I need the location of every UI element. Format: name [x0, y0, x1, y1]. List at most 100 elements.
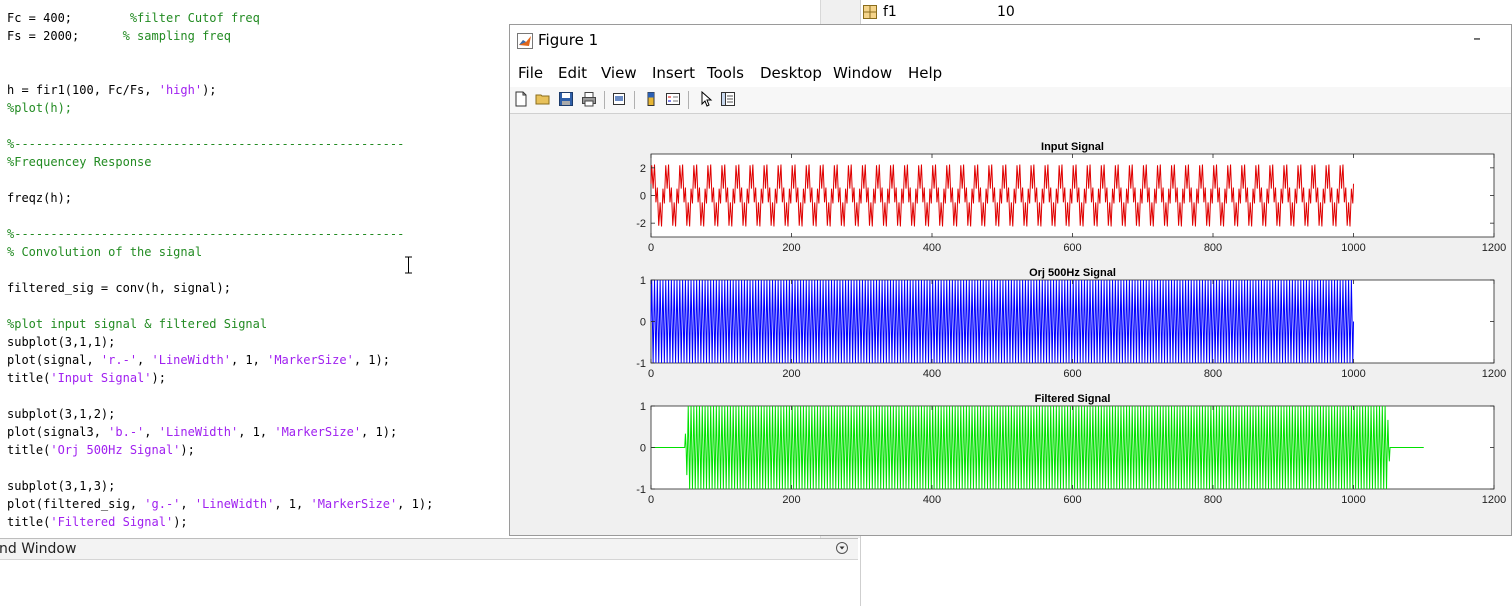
- code-line[interactable]: title('Orj 500Hz Signal');: [7, 441, 433, 459]
- code-token: title(: [7, 371, 51, 385]
- code-token: , 1);: [361, 425, 398, 439]
- matlab-logo-icon: [517, 33, 533, 49]
- figure-title: Figure 1: [538, 31, 599, 49]
- x-tick-label: 1000: [1341, 242, 1365, 254]
- code-token: 'Orj 500Hz Signal': [50, 443, 181, 457]
- x-tick-label: 1200: [1482, 242, 1506, 254]
- code-token: 'LineWidth': [158, 425, 239, 439]
- open-folder-icon[interactable]: [535, 91, 551, 107]
- code-line[interactable]: filtered_sig = conv(h, signal);: [7, 279, 433, 297]
- code-token: %Frequencey Response: [7, 155, 152, 169]
- code-token: title(: [7, 443, 51, 457]
- code-line[interactable]: subplot(3,1,1);: [7, 333, 433, 351]
- y-tick-label: 0: [640, 191, 646, 203]
- code-token: 'b.-': [108, 425, 145, 439]
- code-line[interactable]: Fs = 2000; % sampling freq: [7, 27, 433, 45]
- x-tick-label: 200: [782, 242, 800, 254]
- code-token: 'LineWidth': [194, 497, 275, 511]
- code-line[interactable]: plot(filtered_sig, 'g.-', 'LineWidth', 1…: [7, 495, 433, 513]
- code-token: Fs = 2000;: [7, 29, 123, 43]
- code-token: Fc = 400;: [7, 11, 130, 25]
- code-line[interactable]: [7, 459, 433, 477]
- code-token: h = fir1(100, Fc/Fs,: [7, 83, 159, 97]
- code-line[interactable]: plot(signal, 'r.-', 'LineWidth', 1, 'Mar…: [7, 351, 433, 369]
- code-line[interactable]: h = fir1(100, Fc/Fs, 'high');: [7, 81, 433, 99]
- menu-edit[interactable]: Edit: [558, 64, 588, 82]
- x-tick-label: 1000: [1341, 368, 1365, 380]
- menu-insert[interactable]: Insert: [652, 64, 696, 82]
- code-line[interactable]: [7, 63, 433, 81]
- code-line[interactable]: [7, 45, 433, 63]
- command-window[interactable]: nd Window: [0, 538, 858, 607]
- code-line[interactable]: %---------------------------------------…: [7, 135, 433, 153]
- variable-grid-icon: [863, 5, 877, 19]
- menu-tools[interactable]: Tools: [707, 64, 744, 82]
- y-tick-label: 0: [640, 443, 646, 455]
- menu-desktop[interactable]: Desktop: [760, 64, 822, 82]
- x-tick-label: 400: [923, 494, 941, 506]
- code-token: %---------------------------------------…: [7, 137, 405, 151]
- code-token: ,: [137, 353, 152, 367]
- x-tick-label: 1200: [1482, 368, 1506, 380]
- code-line[interactable]: [7, 117, 433, 135]
- code-line[interactable]: freqz(h);: [7, 189, 433, 207]
- subplot-title: Orj 500Hz Signal: [1029, 267, 1116, 279]
- menu-view[interactable]: View: [601, 64, 637, 82]
- text-cursor-icon: [405, 256, 412, 274]
- x-tick-label: 0: [648, 368, 654, 380]
- code-token: 'MarkerSize': [310, 497, 398, 511]
- code-line[interactable]: %---------------------------------------…: [7, 225, 433, 243]
- save-icon[interactable]: [558, 91, 574, 107]
- minimize-button[interactable]: –: [1473, 29, 1481, 47]
- menu-file[interactable]: File: [518, 64, 544, 82]
- x-tick-label: 600: [1063, 242, 1081, 254]
- variable-value: 10: [997, 4, 1015, 20]
- code-line[interactable]: %plot(h);: [7, 99, 433, 117]
- pointer-icon[interactable]: [698, 91, 714, 107]
- colorbar-icon[interactable]: [643, 91, 659, 107]
- code-line[interactable]: title('Input Signal');: [7, 369, 433, 387]
- menu-help[interactable]: Help: [908, 64, 943, 82]
- print-icon[interactable]: [581, 91, 597, 107]
- code-token: %plot input signal & filtered Signal: [7, 317, 268, 331]
- code-line[interactable]: [7, 171, 433, 189]
- print-preview-icon[interactable]: [611, 91, 627, 107]
- code-line[interactable]: %plot input signal & filtered Signal: [7, 315, 433, 333]
- code-line[interactable]: [7, 297, 433, 315]
- signal-series-line: [650, 164, 1354, 227]
- code-token: );: [202, 83, 217, 97]
- menu-window[interactable]: Window: [833, 64, 893, 82]
- toolbar-separator: [634, 91, 635, 109]
- code-token: plot(signal,: [7, 353, 101, 367]
- figure-plot-area[interactable]: Input Signal 0 200 400 600 800 1000 1200 2 0 -2 Orj…: [510, 115, 1511, 535]
- new-file-icon[interactable]: [513, 91, 529, 107]
- code-line[interactable]: [7, 207, 433, 225]
- code-line[interactable]: subplot(3,1,2);: [7, 405, 433, 423]
- code-token: , 1,: [230, 353, 268, 367]
- figure-menubar: File Edit View Insert Tools Desktop Wind…: [510, 57, 1511, 87]
- workspace-variable-row[interactable]: f1 10: [863, 2, 1015, 22]
- property-editor-icon[interactable]: [720, 91, 736, 107]
- code-line[interactable]: [7, 387, 433, 405]
- code-lines[interactable]: Fc = 400; %filter Cutof freq Fs = 2000; %…: [7, 9, 433, 531]
- code-line[interactable]: subplot(3,1,3);: [7, 477, 433, 495]
- code-line[interactable]: % Convolution of the signal: [7, 243, 433, 261]
- legend-icon[interactable]: [665, 91, 681, 107]
- signal-series-line: [650, 279, 1354, 364]
- code-token: subplot(3,1,1);: [7, 335, 116, 349]
- panel-actions-icon[interactable]: [836, 542, 848, 554]
- code-line[interactable]: Fc = 400; %filter Cutof freq: [7, 9, 433, 27]
- code-line[interactable]: %Frequencey Response: [7, 153, 433, 171]
- code-token: % Convolution of the signal: [7, 245, 203, 259]
- figure-titlebar[interactable]: Figure 1 –: [510, 25, 1511, 57]
- code-line[interactable]: [7, 261, 433, 279]
- code-line[interactable]: title('Filtered Signal');: [7, 513, 433, 531]
- code-line[interactable]: plot(signal3, 'b.-', 'LineWidth', 1, 'Ma…: [7, 423, 433, 441]
- x-tick-label: 0: [648, 242, 654, 254]
- code-token: 'Filtered Signal': [50, 515, 174, 529]
- figure-window[interactable]: Figure 1 – File Edit View Insert Tools D…: [509, 24, 1512, 536]
